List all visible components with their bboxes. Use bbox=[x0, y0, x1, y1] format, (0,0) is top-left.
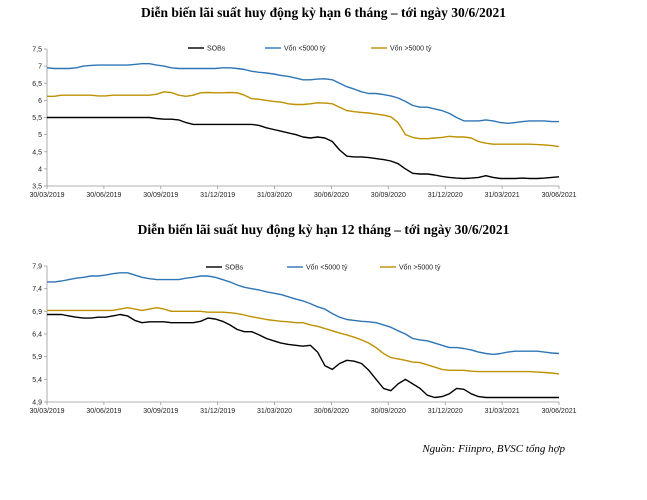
y-tick-label: 6,4 bbox=[32, 332, 42, 339]
legend-label: Vốn <5000 tỷ bbox=[306, 263, 348, 272]
x-tick-label: 30/03/2019 bbox=[29, 408, 64, 415]
x-tick-label: 31/12/2020 bbox=[428, 408, 463, 415]
x-tick-label: 30/06/2020 bbox=[314, 408, 349, 415]
legend-label: Vốn >5000 tỷ bbox=[399, 263, 441, 272]
x-tick-label: 30/09/2020 bbox=[371, 192, 406, 199]
series-line-1 bbox=[47, 272, 560, 356]
legend-label: SOBs bbox=[225, 265, 244, 272]
x-tick-label: 31/12/2019 bbox=[200, 192, 235, 199]
x-tick-label: 31/03/2021 bbox=[485, 192, 520, 199]
x-tick-label: 30/06/2021 bbox=[541, 408, 576, 415]
chart-12-month-rates: 7,9 7,4 6,9 6,4 5,9 5,4 4,930/03/2019 30/06/201… bbox=[29, 263, 576, 416]
x-tick-label: 30/03/2019 bbox=[29, 192, 64, 199]
y-tick-label: 6,9 bbox=[32, 309, 42, 316]
y-tick-label: 4,5 bbox=[32, 149, 42, 156]
x-tick-label: 31/03/2021 bbox=[485, 408, 520, 415]
legend-label: Vốn >5000 tỷ bbox=[390, 44, 432, 53]
y-tick-label: 5,9 bbox=[32, 354, 42, 361]
series-line-2 bbox=[47, 91, 560, 148]
series-line-0 bbox=[47, 116, 560, 180]
y-tick-label: 5,5 bbox=[32, 115, 42, 122]
y-tick-label: 7,5 bbox=[32, 47, 42, 54]
x-tick-label: 30/09/2019 bbox=[143, 408, 178, 415]
y-tick-label: 6,5 bbox=[32, 81, 42, 88]
chart-6-month-rates: 7,5 7 6,5 6 5,5 5 4,5 4 3,530/03/2019 30/06/2019 3… bbox=[29, 44, 576, 200]
x-tick-label: 30/09/2020 bbox=[371, 408, 406, 415]
y-tick-label: 5,4 bbox=[32, 377, 42, 384]
chart-title-12-month: Diễn biến lãi suất huy động kỳ hạn 12 th… bbox=[137, 222, 510, 237]
y-tick-label: 4,9 bbox=[32, 400, 42, 407]
series-line-1 bbox=[46, 63, 559, 125]
y-tick-label: 5 bbox=[38, 132, 42, 139]
series-line-0 bbox=[47, 313, 559, 399]
x-tick-label: 30/06/2020 bbox=[314, 192, 349, 199]
y-tick-label: 7 bbox=[38, 64, 42, 71]
x-tick-label: 31/03/2020 bbox=[257, 408, 292, 415]
source-note: Nguồn: Fiinpro, BVSC tổng hợp bbox=[422, 443, 565, 455]
x-tick-label: 31/12/2020 bbox=[428, 192, 463, 199]
x-tick-label: 30/06/2019 bbox=[86, 192, 121, 199]
x-tick-label: 30/09/2019 bbox=[143, 192, 178, 199]
x-tick-label: 31/03/2020 bbox=[257, 192, 292, 199]
legend-label: SOBs bbox=[207, 46, 226, 53]
series-line-2 bbox=[47, 307, 560, 375]
x-tick-label: 30/06/2019 bbox=[86, 408, 121, 415]
x-tick-label: 30/06/2021 bbox=[541, 192, 576, 199]
chart-title-6-month: Diễn biến lãi suất huy động kỳ hạn 6 thá… bbox=[141, 5, 506, 20]
y-tick-label: 6 bbox=[38, 98, 42, 105]
legend-label: Vốn <5000 tỷ bbox=[284, 44, 326, 53]
y-tick-label: 7,9 bbox=[32, 264, 42, 271]
y-tick-label: 4 bbox=[38, 166, 42, 173]
y-tick-label: 3,5 bbox=[32, 184, 42, 191]
x-tick-label: 31/12/2019 bbox=[200, 408, 235, 415]
y-tick-label: 7,4 bbox=[32, 286, 42, 293]
